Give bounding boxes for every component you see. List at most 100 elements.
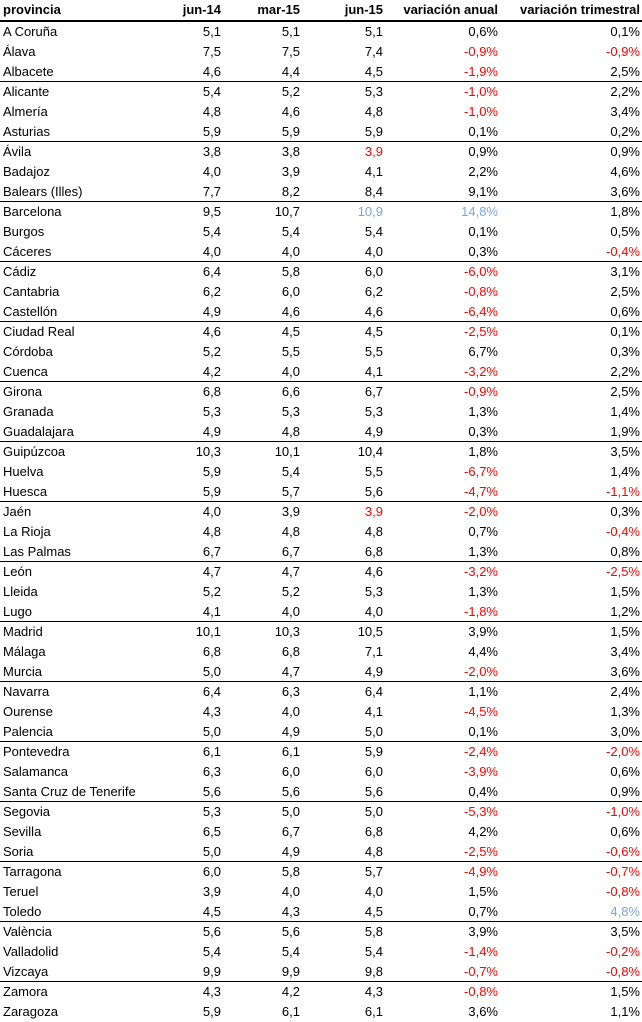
value-cell: 4,2	[281, 984, 300, 999]
column-header-jun-14: jun-14	[182, 2, 221, 17]
value-cell: 5,6	[364, 784, 383, 799]
value-cell: 0,6%	[610, 764, 640, 779]
value-cell: -2,5%	[464, 844, 498, 859]
value-cell: 4,6	[281, 304, 300, 319]
value-cell: 1,9%	[610, 424, 640, 439]
value-cell: 4,0	[202, 244, 221, 259]
province-name: Lugo	[3, 604, 32, 619]
value-cell: 4,0	[281, 244, 300, 259]
table-row: Santa Cruz de Tenerife 5,6 5,6 5,6 0,4% 0,9%	[0, 782, 642, 802]
value-cell: 0,1%	[610, 324, 640, 339]
province-name: Salamanca	[3, 764, 69, 779]
value-cell: 6,3	[202, 764, 221, 779]
province-name: Las Palmas	[3, 544, 71, 559]
value-cell: 9,9	[202, 964, 221, 979]
value-cell: -1,8%	[464, 604, 498, 619]
province-name: Sevilla	[3, 824, 42, 839]
province-name: Álava	[3, 44, 36, 59]
value-cell: 1,1%	[468, 684, 498, 699]
table-row: Lugo 4,1 4,0 4,0 -1,8% 1,2%	[0, 602, 642, 622]
value-cell: -3,2%	[464, 364, 498, 379]
value-cell: 5,7	[364, 864, 383, 879]
value-cell: 0,3%	[468, 424, 498, 439]
value-cell: 6,6	[281, 384, 300, 399]
value-cell: 5,6	[202, 924, 221, 939]
value-cell: 5,8	[281, 264, 300, 279]
value-cell: 4,6	[202, 64, 221, 79]
value-cell: -4,7%	[464, 484, 498, 499]
value-cell: 6,7%	[468, 344, 498, 359]
value-cell: 4,5	[364, 904, 383, 919]
value-cell: 3,9	[202, 884, 221, 899]
table-row: Asturias 5,9 5,9 5,9 0,1% 0,2%	[0, 122, 642, 142]
value-cell: 4,8%	[610, 904, 640, 919]
value-cell: 14,8%	[461, 204, 498, 219]
value-cell: 4,9	[364, 424, 383, 439]
value-cell: 0,8%	[610, 544, 640, 559]
value-cell: -0,9%	[606, 44, 640, 59]
value-cell: 5,8	[281, 864, 300, 879]
value-cell: -0,4%	[606, 244, 640, 259]
value-cell: 4,5	[281, 324, 300, 339]
value-cell: 6,0	[281, 764, 300, 779]
province-name: La Rioja	[3, 524, 51, 539]
province-name: A Coruña	[3, 24, 58, 39]
value-cell: 3,6%	[610, 664, 640, 679]
value-cell: -3,9%	[464, 764, 498, 779]
value-cell: 5,4	[202, 224, 221, 239]
value-cell: 4,1	[202, 604, 221, 619]
value-cell: 8,2	[281, 184, 300, 199]
table-row: Albacete 4,6 4,4 4,5 -1,9% 2,5%	[0, 62, 642, 82]
value-cell: 5,4	[202, 944, 221, 959]
value-cell: 5,9	[202, 1004, 221, 1019]
value-cell: -2,0%	[464, 504, 498, 519]
province-name: Palencia	[3, 724, 53, 739]
value-cell: 10,7	[274, 204, 300, 219]
value-cell: 3,5%	[610, 924, 640, 939]
value-cell: 8,4	[364, 184, 383, 199]
value-cell: 4,8	[364, 844, 383, 859]
table-row: Teruel 3,9 4,0 4,0 1,5% -0,8%	[0, 882, 642, 902]
value-cell: 4,0	[281, 704, 300, 719]
table-row: Cáceres 4,0 4,0 4,0 0,3% -0,4%	[0, 242, 642, 262]
province-name: Girona	[3, 384, 43, 399]
table-row: A Coruña 5,1 5,1 5,1 0,6% 0,1%	[0, 22, 642, 42]
value-cell: 1,3%	[468, 404, 498, 419]
value-cell: 3,9%	[468, 624, 498, 639]
value-cell: 6,1	[202, 744, 221, 759]
value-cell: 0,5%	[610, 224, 640, 239]
value-cell: -1,0%	[464, 104, 498, 119]
column-header-jun-15: jun-15	[344, 2, 383, 17]
province-name: Cantabria	[3, 284, 60, 299]
value-cell: 1,4%	[610, 404, 640, 419]
value-cell: 1,5%	[468, 884, 498, 899]
province-name: Balears (Illes)	[3, 184, 83, 199]
value-cell: 5,2	[281, 584, 300, 599]
table-header-row: provincia jun-14 mar-15 jun-15 variación…	[0, 0, 642, 22]
province-name: Lleida	[3, 584, 38, 599]
value-cell: 1,5%	[610, 584, 640, 599]
table-row: La Rioja 4,8 4,8 4,8 0,7% -0,4%	[0, 522, 642, 542]
table-row: Madrid 10,1 10,3 10,5 3,9% 1,5%	[0, 622, 642, 642]
value-cell: 4,6	[364, 564, 383, 579]
value-cell: 4,0	[281, 884, 300, 899]
value-cell: 6,8	[202, 384, 221, 399]
table-row: Segovia 5,3 5,0 5,0 -5,3% -1,0%	[0, 802, 642, 822]
value-cell: 4,0	[281, 604, 300, 619]
province-name: Guipúzcoa	[3, 444, 66, 459]
province-name: Vizcaya	[3, 964, 49, 979]
value-cell: 3,9	[281, 164, 300, 179]
value-cell: -1,9%	[464, 64, 498, 79]
table-row: Almería 4,8 4,6 4,8 -1,0% 3,4%	[0, 102, 642, 122]
value-cell: 1,3%	[468, 544, 498, 559]
table-row: Badajoz 4,0 3,9 4,1 2,2% 4,6%	[0, 162, 642, 182]
value-cell: 4,8	[281, 424, 300, 439]
province-name: Córdoba	[3, 344, 53, 359]
value-cell: 6,7	[281, 544, 300, 559]
value-cell: 4,9	[281, 724, 300, 739]
table-row: Burgos 5,4 5,4 5,4 0,1% 0,5%	[0, 222, 642, 242]
table-row: Toledo 4,5 4,3 4,5 0,7% 4,8%	[0, 902, 642, 922]
value-cell: 6,8	[281, 644, 300, 659]
value-cell: -2,0%	[464, 664, 498, 679]
province-name: Pontevedra	[3, 744, 70, 759]
